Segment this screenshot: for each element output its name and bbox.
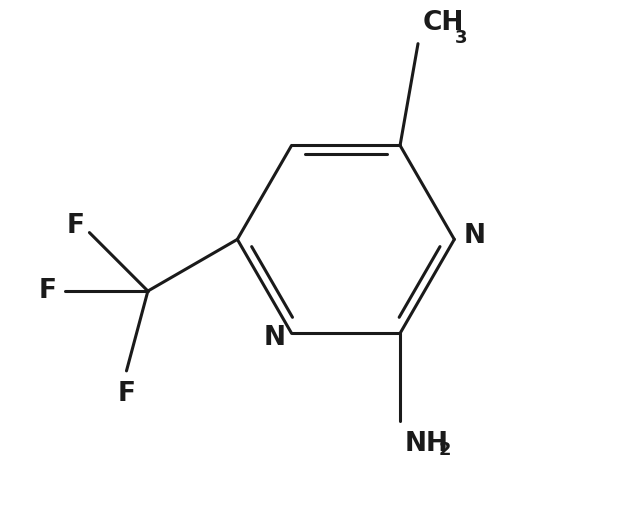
Text: F: F bbox=[39, 278, 57, 304]
Text: NH: NH bbox=[404, 431, 448, 457]
Text: N: N bbox=[264, 325, 285, 351]
Text: N: N bbox=[463, 223, 486, 249]
Text: F: F bbox=[118, 381, 136, 407]
Text: CH: CH bbox=[422, 11, 463, 37]
Text: F: F bbox=[67, 213, 84, 239]
Text: 2: 2 bbox=[439, 441, 451, 459]
Text: 3: 3 bbox=[454, 29, 467, 47]
